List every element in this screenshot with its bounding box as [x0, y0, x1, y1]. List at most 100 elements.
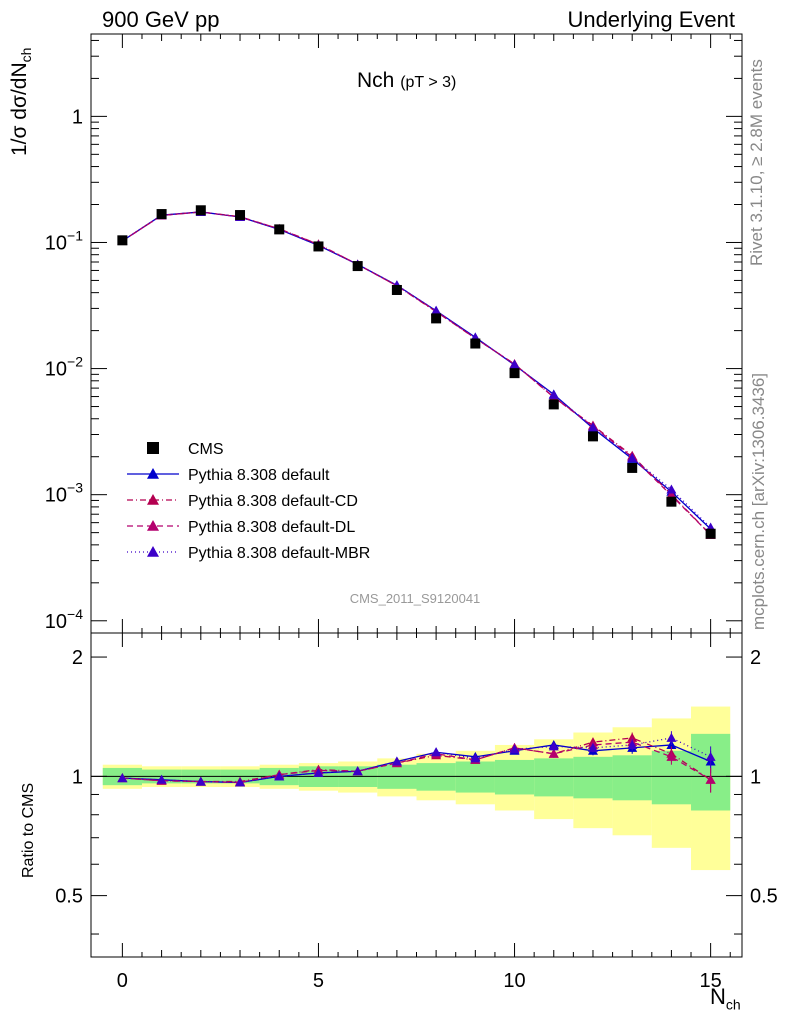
ratio-band-inner	[416, 763, 456, 791]
data-point-cms	[548, 399, 559, 410]
legend-marker	[147, 468, 159, 479]
data-point-cms	[313, 241, 324, 252]
ratio-bands	[91, 706, 742, 871]
y-tick-label-exponent: −3	[67, 480, 83, 496]
legend-marker	[147, 494, 159, 505]
main-series-point	[431, 305, 442, 315]
legend-marker	[147, 520, 159, 531]
ratio-series-point	[587, 742, 598, 752]
x-tick-label: 10	[503, 970, 525, 992]
legend: CMS Pythia 8.308 default Pythia 8.308 defa…	[127, 441, 370, 562]
x-tick-label: 5	[313, 970, 324, 992]
y-tick-label-exponent: −4	[67, 606, 83, 622]
main-series-point	[666, 484, 677, 494]
data-point-cms	[470, 338, 481, 349]
y-tick-label-exponent: −1	[67, 227, 83, 243]
y-tick-label-mantissa: 10	[45, 232, 67, 254]
y-tick-label: 10−3	[45, 480, 83, 507]
ratio-series-point	[705, 751, 716, 761]
ratio-series-point	[117, 773, 128, 783]
ratio-y-tick-label: 2	[72, 647, 83, 669]
ratio-band-inner	[494, 759, 535, 795]
ratio-series-point	[666, 751, 677, 761]
data-point-cms	[509, 368, 520, 379]
data-point-cms	[195, 205, 206, 216]
y-tick-label: 1	[72, 106, 83, 128]
plot-title-sub: (pT > 3)	[400, 74, 457, 91]
data-point-cms	[587, 431, 598, 442]
ratio-series-point	[470, 753, 481, 763]
ratio-series-point	[666, 732, 677, 742]
ratio-series-point	[705, 774, 716, 784]
main-series-point	[587, 422, 598, 432]
header-left: 900 GeV pp	[102, 7, 220, 32]
plot-title-main: Nch	[357, 69, 395, 92]
legend-label: Pythia 8.308 default-DL	[188, 519, 355, 536]
ratio-series-point	[548, 748, 559, 758]
main-series-point	[548, 389, 559, 399]
plot-title: Nch (pT > 3)	[357, 69, 456, 93]
main-series-point	[627, 452, 638, 462]
ratio-series-point	[509, 744, 520, 754]
ratio-series-point	[195, 776, 206, 786]
header-right: Underlying Event	[567, 7, 735, 32]
main-series-line	[122, 211, 712, 529]
data-point-cms	[705, 528, 716, 539]
data-point-cms	[627, 462, 638, 473]
data-point-cms	[431, 313, 442, 324]
legend-marker-cms	[147, 442, 159, 454]
main-series-line	[122, 211, 712, 536]
y-tick-label: 10−1	[45, 227, 83, 254]
ratio-series-point	[352, 766, 363, 776]
ratio-y-tick-label-right: 0.5	[750, 886, 778, 908]
data-point-cms	[235, 210, 246, 221]
ratio-series-point	[431, 747, 442, 757]
ratio-y-tick-label-right: 2	[750, 647, 761, 669]
data-point-cms	[156, 209, 167, 220]
ratio-series-point	[391, 756, 402, 766]
data-point-cms	[117, 235, 128, 246]
legend-label: CMS	[188, 441, 224, 458]
ratio-y-tick-label: 1	[72, 766, 83, 788]
ratio-band-inner	[573, 756, 613, 799]
x-axis-label-main: N	[710, 984, 726, 1009]
x-axis-label: Nch	[710, 984, 741, 1012]
data-point-cms	[666, 496, 677, 507]
y-tick-label-exponent: −2	[67, 354, 83, 370]
ratio-series-line	[122, 737, 711, 783]
data-point-cms	[391, 284, 402, 295]
ratio-series-point	[156, 774, 167, 784]
legend-label: Pythia 8.308 default-MBR	[188, 545, 370, 562]
y-tick-label-mantissa: 1	[72, 106, 83, 128]
ratio-series-point	[274, 771, 285, 781]
y-tick-label-mantissa: 10	[45, 485, 67, 507]
ratio-series-point	[313, 767, 324, 777]
watermark: CMS_2011_S9120041	[350, 591, 481, 606]
ratio-series-point	[235, 777, 246, 787]
legend-marker	[147, 546, 159, 557]
ratio-series-point	[548, 741, 559, 751]
main-series-line	[122, 211, 712, 536]
x-tick-label: 15	[700, 970, 722, 992]
ratio-band-inner	[455, 761, 495, 793]
ratio-series-point	[627, 739, 638, 749]
ratio-band-inner	[612, 755, 652, 801]
y-tick-label-mantissa: 10	[45, 611, 67, 633]
main-plot-frame	[90, 33, 743, 634]
ratio-series-line	[122, 737, 711, 784]
series-layer	[117, 205, 716, 793]
legend-label: Pythia 8.308 default-CD	[188, 493, 358, 510]
data-point-cms	[352, 261, 363, 272]
main-series-point	[509, 359, 520, 369]
legend-label: Pythia 8.308 default	[188, 467, 330, 484]
x-axis-label-sub: ch	[725, 996, 741, 1013]
ratio-band-inner	[534, 758, 574, 797]
ratio-y-tick-label: 0.5	[55, 886, 83, 908]
x-tick-label: 0	[117, 970, 128, 992]
data-point-cms	[274, 224, 285, 235]
ratio-y-tick-label-right: 1	[750, 766, 761, 788]
y-tick-label: 10−4	[45, 606, 83, 633]
